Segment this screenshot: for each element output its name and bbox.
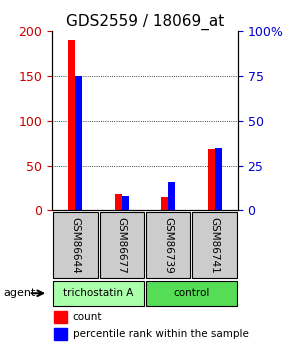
FancyBboxPatch shape	[53, 212, 98, 278]
Bar	[161, 197, 168, 210]
Bar	[215, 148, 222, 210]
Text: GSM86739: GSM86739	[163, 217, 173, 273]
Title: GDS2559 / 18069_at: GDS2559 / 18069_at	[66, 13, 224, 30]
Bar	[208, 149, 215, 210]
Bar	[68, 40, 75, 210]
Text: count: count	[72, 312, 102, 322]
FancyBboxPatch shape	[53, 281, 144, 306]
FancyBboxPatch shape	[146, 281, 237, 306]
Bar	[75, 76, 82, 210]
Text: trichostatin A: trichostatin A	[64, 288, 134, 298]
FancyBboxPatch shape	[192, 212, 237, 278]
Text: GSM86644: GSM86644	[70, 217, 80, 273]
FancyBboxPatch shape	[146, 212, 191, 278]
Bar	[122, 196, 129, 210]
FancyBboxPatch shape	[99, 212, 144, 278]
Text: GSM86677: GSM86677	[117, 217, 127, 273]
Bar	[54, 328, 67, 340]
Text: agent: agent	[3, 288, 35, 298]
Text: percentile rank within the sample: percentile rank within the sample	[72, 329, 249, 339]
Bar	[168, 182, 175, 210]
Text: control: control	[173, 288, 210, 298]
Text: GSM86741: GSM86741	[210, 217, 220, 273]
Bar	[54, 310, 67, 323]
Bar	[115, 194, 122, 210]
